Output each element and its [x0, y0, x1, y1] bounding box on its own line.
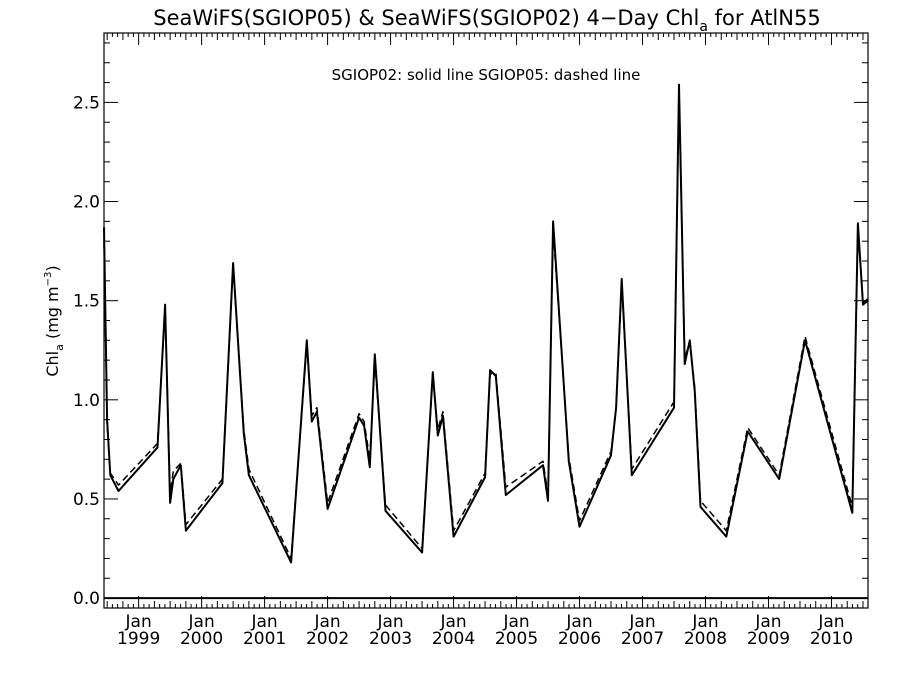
y-axis-label-unit: (mg m: [43, 286, 62, 344]
plot-frame: [103, 32, 869, 609]
chart-title-main: SeaWiFS(SGIOP05) & SeaWiFS(SGIOP02) 4−Da…: [153, 6, 699, 30]
x-tick-year-label: 2007: [621, 629, 664, 649]
x-tick-month-label: Jan: [125, 612, 152, 632]
x-tick-year-label: 2008: [684, 629, 727, 649]
chart-title: SeaWiFS(SGIOP05) & SeaWiFS(SGIOP02) 4−Da…: [153, 6, 820, 35]
x-tick-month-label: Jan: [313, 612, 340, 632]
y-axis-label-exponent: −3: [43, 272, 54, 287]
x-tick-year-label: 1999: [117, 629, 160, 649]
x-tick-month-label: Jan: [565, 612, 592, 632]
y-axis-label-close: ): [43, 265, 62, 271]
y-axis-label: Chla (mg m−3): [43, 265, 66, 376]
x-tick-month-label: Jan: [691, 612, 718, 632]
y-axis-label-main: Chl: [43, 351, 62, 377]
series-group: [103, 83, 869, 564]
chart-title-subscript: a: [699, 19, 708, 35]
x-tick-year-label: 2009: [747, 629, 790, 649]
series-line-solid: [103, 83, 869, 564]
y-tick-label: 0.5: [73, 490, 100, 510]
x-tick-month-label: Jan: [817, 612, 844, 632]
y-axis-ticks: 0.0 0.5 1.0 1.5 2.0 2.5: [73, 42, 868, 609]
x-tick-month-label: Jan: [376, 612, 403, 632]
y-tick-label: 0.0: [73, 589, 100, 609]
chart-title-end: for AtlN55: [708, 6, 821, 30]
x-tick-month-label: Jan: [251, 612, 278, 632]
x-tick-year-label: 2001: [243, 629, 286, 649]
x-tick-month-label: Jan: [754, 612, 781, 632]
legend-text: SGIOP02: solid line SGIOP05: dashed line: [332, 66, 641, 84]
x-tick-year-label: 2002: [306, 629, 349, 649]
x-axis-ticks: Jan1999Jan2000Jan2001Jan2002Jan2003Jan20…: [106, 33, 864, 649]
x-tick-year-label: 2005: [495, 629, 538, 649]
x-tick-year-label: 2000: [180, 629, 223, 649]
x-tick-year-label: 2006: [558, 629, 601, 649]
x-tick-month-label: Jan: [628, 612, 655, 632]
y-tick-label: 1.5: [73, 292, 100, 312]
y-tick-label: 1.0: [73, 391, 100, 411]
x-tick-month-label: Jan: [439, 612, 466, 632]
x-tick-year-label: 2004: [432, 629, 475, 649]
series-line-dashed: [103, 91, 869, 560]
x-tick-year-label: 2003: [369, 629, 412, 649]
x-tick-year-label: 2010: [810, 629, 853, 649]
y-tick-label: 2.0: [73, 193, 100, 213]
x-tick-month-label: Jan: [502, 612, 529, 632]
y-tick-label: 2.5: [73, 93, 100, 113]
x-tick-month-label: Jan: [188, 612, 215, 632]
y-axis-label-subscript: a: [53, 344, 66, 351]
